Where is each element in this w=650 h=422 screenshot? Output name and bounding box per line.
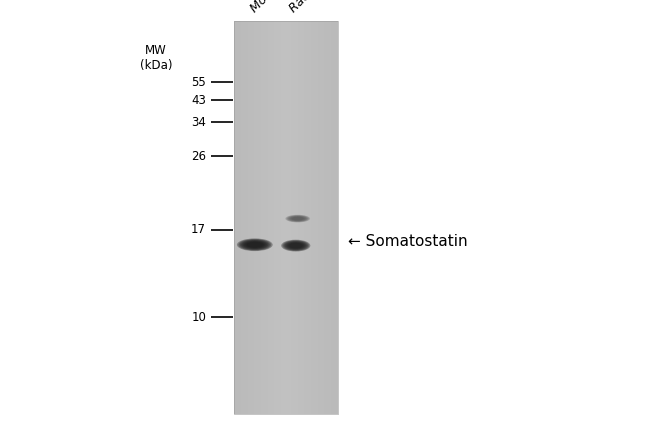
- Ellipse shape: [288, 243, 304, 249]
- Ellipse shape: [292, 217, 303, 220]
- Text: Rat brain: Rat brain: [287, 0, 336, 15]
- Text: 10: 10: [191, 311, 206, 324]
- Ellipse shape: [283, 241, 308, 251]
- Ellipse shape: [244, 241, 266, 249]
- Ellipse shape: [282, 240, 309, 251]
- Text: 26: 26: [191, 150, 206, 162]
- Ellipse shape: [281, 240, 311, 252]
- Ellipse shape: [239, 239, 271, 251]
- Text: 55: 55: [191, 76, 206, 89]
- Ellipse shape: [237, 238, 273, 251]
- Ellipse shape: [287, 215, 308, 222]
- Text: 17: 17: [191, 224, 206, 236]
- Ellipse shape: [291, 216, 305, 221]
- Ellipse shape: [247, 242, 263, 248]
- Ellipse shape: [289, 243, 302, 248]
- Ellipse shape: [241, 240, 268, 249]
- Text: Mouse brain: Mouse brain: [248, 0, 311, 15]
- Ellipse shape: [287, 242, 304, 249]
- Ellipse shape: [240, 239, 270, 250]
- Ellipse shape: [289, 216, 306, 221]
- Ellipse shape: [285, 215, 310, 222]
- Ellipse shape: [242, 241, 267, 249]
- Text: ← Somatostatin: ← Somatostatin: [348, 234, 467, 249]
- Ellipse shape: [286, 241, 306, 250]
- Ellipse shape: [287, 215, 309, 222]
- Text: 43: 43: [191, 94, 206, 107]
- Ellipse shape: [285, 241, 307, 250]
- Text: 34: 34: [191, 116, 206, 129]
- Text: MW
(kDa): MW (kDa): [140, 44, 172, 72]
- Ellipse shape: [289, 216, 307, 222]
- Ellipse shape: [291, 216, 304, 221]
- Ellipse shape: [246, 241, 264, 248]
